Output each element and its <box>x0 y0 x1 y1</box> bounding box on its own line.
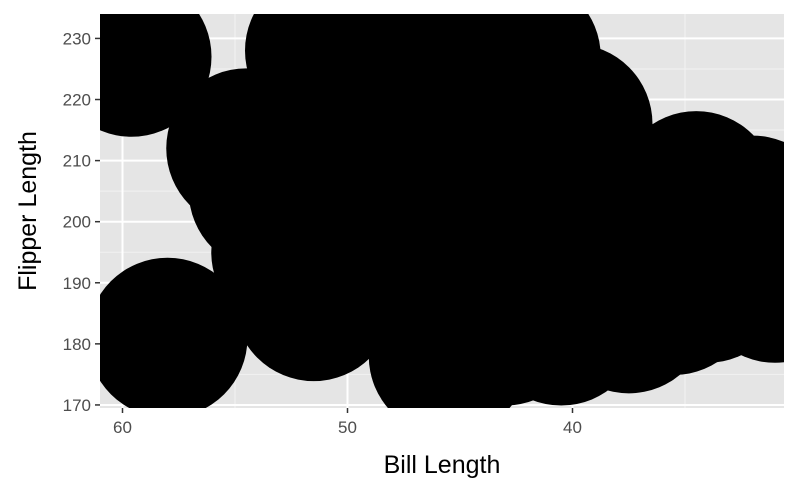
y-tick-label: 180 <box>63 335 91 354</box>
y-tick-label: 200 <box>63 213 91 232</box>
x-tick-label: 50 <box>338 418 357 437</box>
y-tick-label: 210 <box>63 152 91 171</box>
y-tick-label: 230 <box>63 29 91 48</box>
x-axis-title: Bill Length <box>384 451 501 479</box>
y-axis-title: Flipper Length <box>14 131 42 291</box>
x-axis-ticks: 60 50 40 <box>113 408 582 437</box>
y-axis-ticks: 170 180 190 200 210 220 230 <box>63 29 100 415</box>
y-tick-label: 190 <box>63 274 91 293</box>
x-tick-label: 60 <box>113 418 132 437</box>
x-tick-label: 40 <box>563 418 582 437</box>
y-tick-label: 170 <box>63 396 91 415</box>
y-tick-label: 220 <box>63 91 91 110</box>
